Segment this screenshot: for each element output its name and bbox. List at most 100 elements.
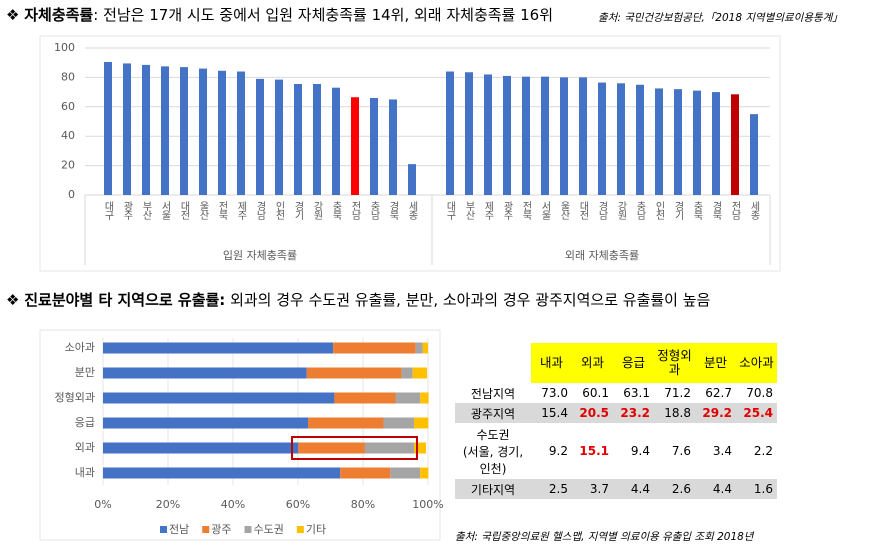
bar bbox=[750, 114, 758, 195]
header-cell: 분만 bbox=[695, 343, 736, 383]
bullet: ❖ bbox=[6, 6, 19, 24]
bar-segment bbox=[306, 367, 402, 379]
cell: 23.2 bbox=[613, 403, 654, 423]
x-tick-label: 충북 bbox=[691, 201, 703, 221]
group-label: 외래 자체충족률 bbox=[565, 249, 639, 262]
chart-frame bbox=[39, 329, 441, 541]
y-tick-label: 응급 bbox=[75, 416, 95, 429]
bar bbox=[142, 64, 150, 195]
bar-segment bbox=[420, 467, 429, 479]
cell: 15.4 bbox=[531, 403, 572, 423]
table-row: 수도권 (서울, 경기, 인천) 9.2 15.1 9.4 7.6 3.4 2.2 bbox=[455, 423, 777, 479]
row-label: 광주지역 bbox=[455, 403, 531, 423]
bar bbox=[465, 72, 473, 195]
cell: 9.2 bbox=[548, 444, 568, 458]
bar bbox=[655, 88, 663, 195]
header-cell: 응급 bbox=[613, 343, 654, 383]
y-tick-label: 소아과 bbox=[65, 341, 95, 354]
y-tick-label: 20 bbox=[61, 159, 75, 172]
bar bbox=[237, 71, 245, 195]
bar-segment bbox=[308, 417, 384, 429]
x-tick-label: 경북 bbox=[387, 200, 399, 221]
x-tick-label: 경남 bbox=[254, 200, 266, 220]
bar-segment bbox=[103, 367, 307, 379]
x-tick-label: 부산 bbox=[140, 201, 152, 220]
bar bbox=[294, 84, 302, 195]
highlight-box bbox=[291, 436, 418, 460]
y-tick-label: 40 bbox=[61, 129, 75, 142]
bar-segment bbox=[103, 342, 334, 354]
x-tick-label: 0% bbox=[94, 498, 111, 511]
bar bbox=[180, 67, 188, 195]
row-label: 기타지역 bbox=[455, 479, 531, 499]
bar-segment bbox=[383, 417, 415, 429]
y-tick-label: 80 bbox=[61, 70, 75, 83]
header-row: 내과 외과 응급 정형외과 분만 소아과 bbox=[455, 343, 777, 383]
bar bbox=[370, 97, 378, 195]
bar bbox=[712, 92, 720, 195]
section-title: ❖ 진료분야별 타 지역으로 유출률: 외과의 경우 수도권 유출률, 분만, … bbox=[6, 291, 710, 309]
cell: 62.7 bbox=[705, 386, 732, 400]
cell: 60.1 bbox=[582, 386, 609, 400]
bar-segment bbox=[334, 392, 396, 404]
bullet: ❖ bbox=[6, 291, 19, 309]
bar bbox=[674, 89, 682, 195]
cell: 29.2 bbox=[695, 403, 736, 423]
bar bbox=[484, 74, 492, 195]
bar bbox=[123, 63, 131, 196]
table: 내과 외과 응급 정형외과 분만 소아과 전남지역 73.0 60.1 63.1 71.2 62.7 7… bbox=[455, 343, 777, 499]
x-tick-label: 인천 bbox=[653, 201, 665, 220]
header-cell: 외과 bbox=[572, 343, 613, 383]
x-tick-label: 전남 bbox=[349, 201, 361, 220]
bar-segment bbox=[103, 467, 341, 479]
y-tick-label: 100 bbox=[54, 41, 75, 54]
x-tick-label: 울산 bbox=[558, 201, 570, 220]
bar bbox=[617, 83, 625, 195]
x-tick-label: 대구 bbox=[444, 201, 456, 221]
cell: 18.8 bbox=[654, 403, 695, 423]
bar bbox=[579, 77, 587, 195]
cell: 71.2 bbox=[664, 386, 691, 400]
legend-swatch bbox=[244, 526, 252, 533]
bar-segment bbox=[401, 367, 413, 379]
y-tick-label: 정형외과 bbox=[55, 391, 95, 404]
cell: 70.8 bbox=[746, 386, 773, 400]
x-tick-label: 서울 bbox=[159, 201, 171, 220]
bar bbox=[389, 99, 397, 195]
cell: 4.4 bbox=[613, 479, 654, 499]
bar-segment bbox=[395, 392, 421, 404]
title-bold: 진료분야별 타 지역으로 유출률: bbox=[24, 291, 225, 309]
table-row: 기타지역 2.5 3.7 4.4 2.6 4.4 1.6 bbox=[455, 479, 777, 499]
bar bbox=[693, 90, 701, 195]
x-tick-label: 경기 bbox=[672, 200, 684, 221]
x-tick-label: 충북 bbox=[330, 201, 342, 221]
bar bbox=[408, 164, 416, 195]
legend-swatch bbox=[160, 526, 167, 533]
bar-segment bbox=[414, 417, 429, 429]
bar-segment bbox=[412, 367, 428, 379]
table-row: 전남지역 73.0 60.1 63.1 71.2 62.7 70.8 bbox=[455, 383, 777, 403]
y-tick-label: 분만 bbox=[75, 366, 95, 379]
header-cell: 내과 bbox=[531, 343, 572, 383]
cell: 25.4 bbox=[736, 403, 777, 423]
x-tick-label: 강원 bbox=[311, 201, 323, 220]
bar bbox=[218, 70, 226, 195]
cell: 2.2 bbox=[753, 444, 773, 458]
bar bbox=[522, 76, 530, 195]
x-tick-label: 80% bbox=[351, 498, 375, 511]
x-tick-label: 대구 bbox=[102, 201, 114, 221]
bar bbox=[541, 76, 549, 195]
cell: 3.7 bbox=[572, 479, 613, 499]
title-rest: : 전남은 17개 시도 중에서 입원 자체충족률 14위, 외래 자체충족률 … bbox=[93, 6, 553, 24]
y-tick-label: 60 bbox=[61, 100, 75, 113]
table-row: 광주지역 15.4 20.5 23.2 18.8 29.2 25.4 bbox=[455, 403, 777, 423]
bar-segment bbox=[364, 442, 415, 454]
legend-label: 기타 bbox=[306, 523, 326, 536]
bar-segment bbox=[415, 342, 423, 354]
x-tick-label: 인천 bbox=[273, 201, 285, 220]
x-tick-label: 광주 bbox=[501, 201, 513, 221]
x-tick-label: 울산 bbox=[197, 201, 209, 220]
title-bold: 자체충족률 bbox=[24, 6, 93, 24]
bar bbox=[446, 71, 454, 195]
